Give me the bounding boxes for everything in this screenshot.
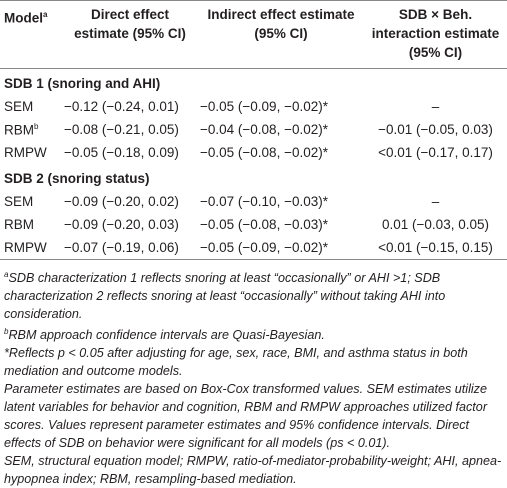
data-row: RMPW −0.07 (−0.19, 0.06) −0.05 (−0.09, −0.… bbox=[0, 236, 507, 260]
footnote: bRBM approach confidence intervals are Q… bbox=[4, 323, 503, 344]
model-name: RMPW bbox=[4, 240, 47, 255]
data-row: RMPW −0.05 (−0.18, 0.09) −0.05 (−0.08, −0.… bbox=[0, 141, 507, 164]
value-cell: −0.04 (−0.08, −0.02)* bbox=[200, 122, 328, 137]
header-cell: SDB × Beh. interaction estimate (95% CI) bbox=[364, 0, 507, 69]
value-cell: −0.01 (−0.05, 0.03) bbox=[378, 122, 493, 137]
model-cell: RMPW bbox=[0, 141, 62, 164]
value-cell: −0.09 (−0.20, 0.02) bbox=[64, 194, 179, 209]
footnote: SEM, structural equation model; RMPW, ra… bbox=[4, 452, 503, 488]
data-row: SEM −0.12 (−0.24, 0.01) −0.05 (−0.09, −0.0… bbox=[0, 95, 507, 118]
section-title: SDB 2 (snoring status) bbox=[4, 171, 150, 186]
model-cell: RBM bbox=[0, 213, 62, 236]
value-cell: −0.12 (−0.24, 0.01) bbox=[64, 99, 179, 114]
data-row: RBM −0.09 (−0.20, 0.03) −0.05 (−0.08, −0.0… bbox=[0, 213, 507, 236]
model-name: RBM bbox=[4, 122, 34, 138]
results-table: Modela Direct effect estimate (95% CI) In… bbox=[0, 0, 507, 260]
footnote: *Reflects p < 0.05 after adjusting for a… bbox=[4, 344, 503, 380]
data-row: RBMb −0.08 (−0.21, 0.05) −0.04 (−0.08, −0.… bbox=[0, 118, 507, 141]
model-name: SEM bbox=[4, 194, 34, 209]
footnote-mark: a bbox=[43, 10, 48, 19]
value-cell: −0.05 (−0.08, −0.03)* bbox=[200, 217, 328, 232]
header-cell: Direct effect estimate (95% CI) bbox=[62, 0, 198, 69]
value-cell: −0.05 (−0.09, −0.02)* bbox=[200, 99, 328, 114]
value-cell: −0.05 (−0.18, 0.09) bbox=[64, 145, 179, 160]
footnote-mark: b bbox=[4, 327, 9, 337]
value-cell: −0.09 (−0.20, 0.03) bbox=[64, 217, 179, 232]
model-cell: SEM bbox=[0, 95, 62, 118]
footnote-text: Parameter estimates are based on Box-Cox… bbox=[4, 382, 488, 451]
value-cell: −0.07 (−0.10, −0.03)* bbox=[200, 194, 328, 209]
section-title: SDB 1 (snoring and AHI) bbox=[4, 76, 161, 91]
footnote-text: *Reflects p < 0.05 after adjusting for a… bbox=[4, 346, 468, 379]
section-row: SDB 1 (snoring and AHI) bbox=[0, 69, 507, 96]
value-cell: −0.07 (−0.19, 0.06) bbox=[64, 240, 179, 255]
model-cell: SEM bbox=[0, 190, 62, 213]
value-cell: −0.05 (−0.09, −0.02)* bbox=[200, 240, 328, 255]
value-cell: – bbox=[431, 99, 440, 114]
header-text: Model bbox=[4, 10, 43, 26]
footnote-mark: b bbox=[34, 121, 39, 131]
value-cell: −0.05 (−0.08, −0.02)* bbox=[200, 145, 328, 160]
footnote-mark: a bbox=[4, 270, 9, 279]
model-name: RMPW bbox=[4, 145, 47, 160]
footnote: aSDB characterization 1 reflects snoring… bbox=[4, 266, 503, 323]
header-cell: Modela bbox=[0, 0, 62, 69]
data-row: SEM −0.09 (−0.20, 0.02) −0.07 (−0.10, −0.0… bbox=[0, 190, 507, 213]
footnote-text: SDB characterization 1 reflects snoring … bbox=[4, 271, 446, 322]
model-name: RBM bbox=[4, 217, 34, 232]
model-cell: RMPW bbox=[0, 236, 62, 260]
header-row: Modela Direct effect estimate (95% CI) In… bbox=[0, 0, 507, 69]
value-cell: – bbox=[431, 194, 440, 209]
value-cell: <0.01 (−0.15, 0.15) bbox=[378, 240, 493, 255]
section-row: SDB 2 (snoring status) bbox=[0, 164, 507, 190]
footnotes: aSDB characterization 1 reflects snoring… bbox=[0, 260, 507, 488]
value-cell: <0.01 (−0.17, 0.17) bbox=[378, 145, 493, 160]
footnote: Parameter estimates are based on Box-Cox… bbox=[4, 380, 503, 452]
header-cell: Indirect effect estimate (95% CI) bbox=[198, 0, 364, 69]
model-cell: RBMb bbox=[0, 118, 62, 141]
value-cell: −0.08 (−0.21, 0.05) bbox=[64, 122, 179, 137]
model-name: SEM bbox=[4, 99, 34, 114]
value-cell: 0.01 (−0.03, 0.05) bbox=[382, 217, 489, 232]
footnote-text: RBM approach confidence intervals are Qu… bbox=[8, 328, 325, 343]
